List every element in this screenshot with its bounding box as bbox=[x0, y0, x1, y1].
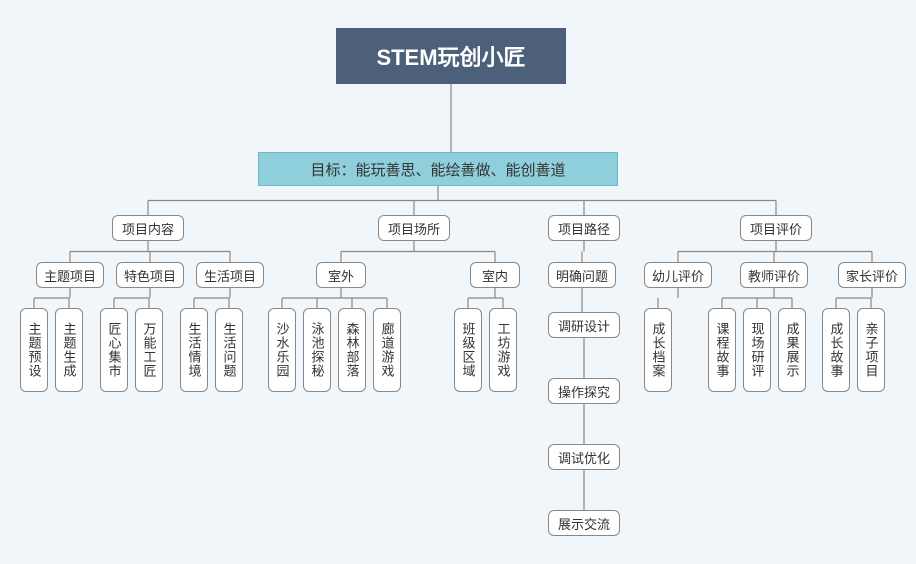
sub-1-0: 室外 bbox=[316, 262, 366, 288]
leaf-3-1-2: 成果展示 bbox=[778, 308, 806, 392]
group-2: 项目路径 bbox=[548, 215, 620, 241]
leaf-1-0-1: 泳池探秘 bbox=[303, 308, 331, 392]
leaf-0-1-0: 匠心集市 bbox=[100, 308, 128, 392]
chain-2-0-1: 操作探究 bbox=[548, 378, 620, 404]
leaf-0-0-1: 主题生成 bbox=[55, 308, 83, 392]
group-0: 项目内容 bbox=[112, 215, 184, 241]
group-1: 项目场所 bbox=[378, 215, 450, 241]
sub-0-1: 特色项目 bbox=[116, 262, 184, 288]
leaf-1-0-2: 森林部落 bbox=[338, 308, 366, 392]
leaf-1-1-1: 工坊游戏 bbox=[489, 308, 517, 392]
leaf-0-2-1: 生活问题 bbox=[215, 308, 243, 392]
leaf-0-2-0: 生活情境 bbox=[180, 308, 208, 392]
leaf-3-2-1: 亲子项目 bbox=[857, 308, 885, 392]
chain-2-0-0: 调研设计 bbox=[548, 312, 620, 338]
leaf-1-0-0: 沙水乐园 bbox=[268, 308, 296, 392]
sub-1-1: 室内 bbox=[470, 262, 520, 288]
leaf-3-1-1: 现场研评 bbox=[743, 308, 771, 392]
goal-node: 目标：能玩善思、能绘善做、能创善道 bbox=[258, 152, 618, 186]
chain-2-0-2: 调试优化 bbox=[548, 444, 620, 470]
sub-2-0: 明确问题 bbox=[548, 262, 616, 288]
leaf-0-1-1: 万能工匠 bbox=[135, 308, 163, 392]
sub-0-0: 主题项目 bbox=[36, 262, 104, 288]
sub-0-2: 生活项目 bbox=[196, 262, 264, 288]
root-node: STEM玩创小匠 bbox=[336, 28, 566, 84]
chain-2-0-3: 展示交流 bbox=[548, 510, 620, 536]
leaf-1-1-0: 班级区域 bbox=[454, 308, 482, 392]
leaf-3-2-0: 成长故事 bbox=[822, 308, 850, 392]
leaf-1-0-3: 廊道游戏 bbox=[373, 308, 401, 392]
sub-3-0: 幼儿评价 bbox=[644, 262, 712, 288]
sub-3-2: 家长评价 bbox=[838, 262, 906, 288]
leaf-3-1-0: 课程故事 bbox=[708, 308, 736, 392]
leaf-0-0-0: 主题预设 bbox=[20, 308, 48, 392]
leaf-3-0-0: 成长档案 bbox=[644, 308, 672, 392]
group-3: 项目评价 bbox=[740, 215, 812, 241]
sub-3-1: 教师评价 bbox=[740, 262, 808, 288]
